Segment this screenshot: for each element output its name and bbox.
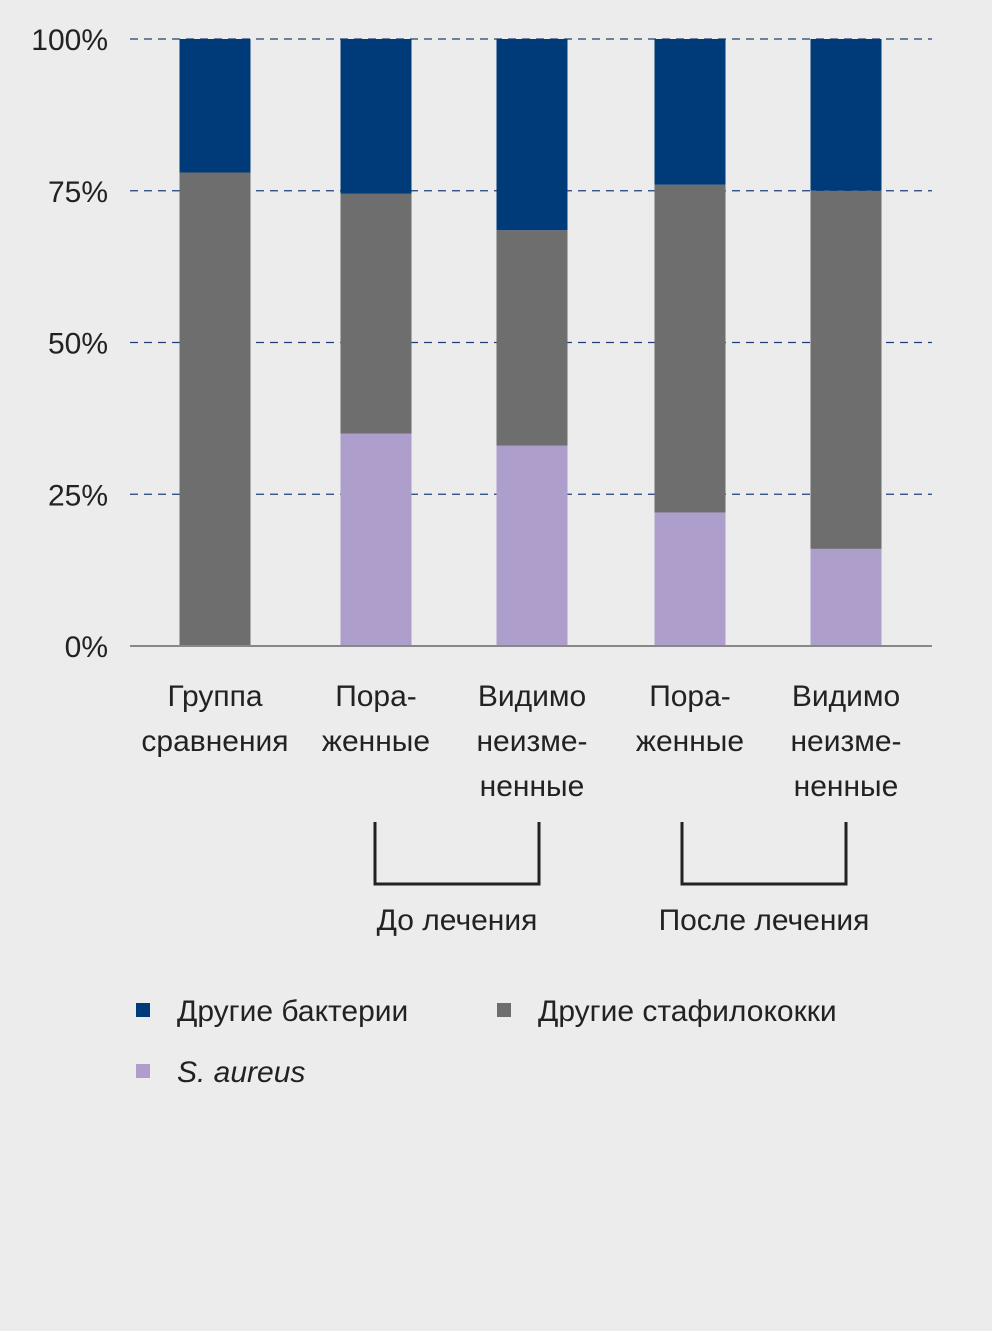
category-label-line: Видимо	[792, 680, 900, 713]
bar-group	[340, 39, 412, 646]
y-tick-label: 100%	[31, 24, 108, 57]
bar-group	[654, 39, 726, 646]
bar-group	[810, 39, 882, 646]
bars	[179, 39, 882, 647]
bar-segment	[496, 39, 568, 231]
group-label: После лечения	[659, 904, 870, 937]
y-tick-label: 50%	[48, 328, 108, 361]
legend-swatch	[136, 1003, 150, 1017]
bar-group	[496, 39, 568, 646]
category-labels: Группа сравнения Пора-женные Видимо неизме-н…	[141, 680, 901, 803]
group-label: До лечения	[377, 904, 538, 937]
category-label-line: Видимо	[478, 680, 586, 713]
group-brackets: До лечения После лечения	[373, 822, 870, 937]
bar-segment	[496, 445, 568, 646]
category-label: Пора-женные	[636, 680, 744, 758]
legend-item: Другие бактерии	[136, 995, 408, 1028]
y-tick-label: 0%	[65, 631, 108, 664]
category-label: Пора-женные	[322, 680, 430, 758]
bar-segment	[654, 39, 726, 185]
legend-label: Другие бактерии	[177, 995, 408, 1028]
bar-group	[179, 39, 251, 647]
legend-label: Другие стафилококки	[538, 995, 837, 1028]
category-label-line: Группа	[167, 680, 262, 713]
legend: Другие бактерии Другие стафилококки S. aur…	[136, 995, 837, 1089]
bar-segment	[810, 39, 882, 191]
legend-label: S. aureus	[177, 1056, 305, 1089]
grid-lines	[130, 38, 932, 495]
bar-segment	[496, 230, 568, 446]
y-tick-label: 75%	[48, 176, 108, 209]
category-label-line: ненные	[480, 770, 585, 803]
category-label-line: неизме-	[790, 725, 901, 758]
category-label: Группа сравнения	[141, 680, 288, 758]
category-label-line: ненные	[794, 770, 899, 803]
legend-swatch	[136, 1064, 150, 1078]
legend-item: Другие стафилококки	[497, 995, 837, 1028]
bar-segment	[340, 433, 412, 646]
bar-segment	[654, 184, 726, 513]
bar-segment	[340, 193, 412, 434]
category-label-line: неизме-	[476, 725, 587, 758]
legend-item: S. aureus	[136, 1056, 305, 1089]
bar-segment	[810, 190, 882, 549]
category-label-line: Пора-	[649, 680, 731, 713]
group-bracket	[373, 822, 541, 886]
legend-swatch	[497, 1003, 511, 1017]
y-tick-label: 25%	[48, 479, 108, 512]
bar-segment	[340, 39, 412, 194]
group-bracket	[680, 822, 848, 886]
bar-segment	[654, 512, 726, 646]
category-label: Видимо неизме-ненные	[476, 680, 587, 803]
category-label: Видимо неизме-ненные	[790, 680, 901, 803]
bar-segment	[810, 548, 882, 646]
axes: 0% 25% 50% 75% 100%	[31, 24, 932, 664]
category-label-line: Пора-	[335, 680, 417, 713]
bar-segment	[179, 39, 251, 173]
category-label-line: женные	[322, 725, 430, 758]
bar-segment	[179, 172, 251, 647]
category-label-line: женные	[636, 725, 744, 758]
category-label-line: сравнения	[141, 725, 288, 758]
